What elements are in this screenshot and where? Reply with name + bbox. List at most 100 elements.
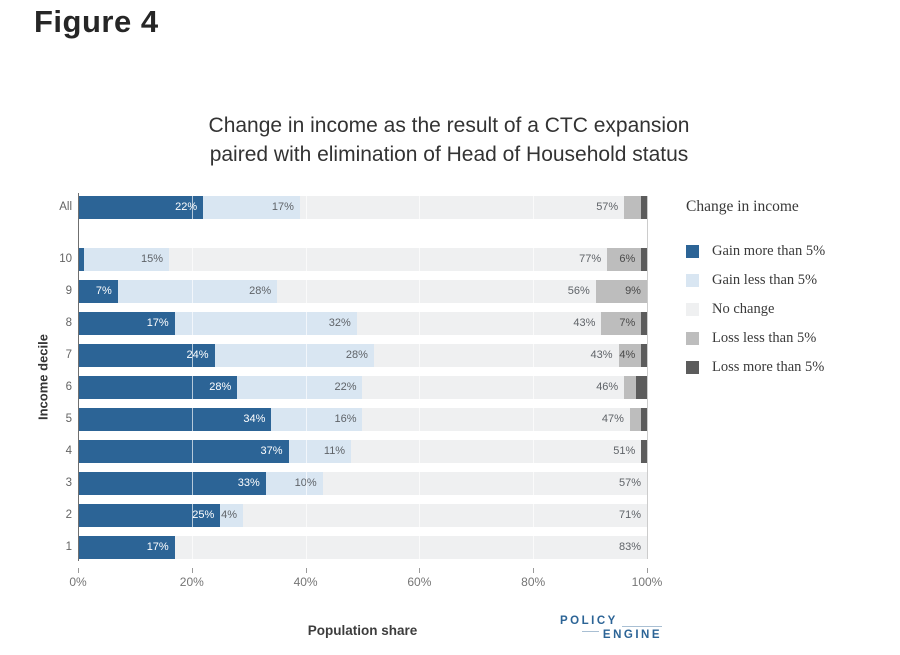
bar-segment: 28% — [78, 375, 238, 399]
gridline — [191, 195, 193, 559]
bar-row-10: 10 15% 77% 6% — [59, 247, 647, 271]
bar-segment: 43% — [356, 311, 602, 335]
bar-row-all: All 22% 17% 57% — [59, 195, 647, 219]
logo-text-policy: POLICY — [560, 614, 618, 627]
x-tick-mark — [647, 567, 648, 573]
bar-value-label: 4% — [221, 509, 237, 522]
bar-segment — [641, 195, 647, 219]
bar-segment: 51% — [351, 439, 642, 463]
bar-segment: 28% — [117, 279, 278, 303]
gridline — [305, 195, 307, 559]
bar-segment: 22% — [237, 375, 363, 399]
legend-entry: No change — [686, 295, 825, 324]
x-tick-mark — [78, 567, 79, 573]
bar-value-label: 7% — [95, 285, 112, 298]
y-tick-label: All — [59, 201, 72, 214]
bar-segment: 7% — [78, 279, 118, 303]
x-tick-label: 40% — [293, 574, 318, 589]
bar-segment: 33% — [78, 471, 266, 495]
bar-segment: 10% — [265, 471, 323, 495]
bar-segment: 15% — [83, 247, 170, 271]
x-tick-mark — [191, 567, 193, 573]
policyengine-logo: POLICY ENGINE — [560, 615, 662, 643]
bar-segment: 7% — [601, 311, 642, 335]
bar-value-label: 51% — [613, 445, 636, 458]
y-tick-label: 1 — [65, 541, 72, 554]
bar-segment: 11% — [288, 439, 352, 463]
bar-row-5: 5 34% 16% 47% — [66, 407, 647, 431]
bar-value-label: 16% — [334, 413, 357, 426]
bar-row-8: 8 17% 32% 43% 7% — [66, 311, 647, 335]
bar-value-label: 7% — [619, 317, 636, 330]
x-tick-label: 60% — [407, 574, 432, 589]
legend-entry: Loss more than 5% — [686, 353, 825, 382]
bar-value-label: 22% — [175, 201, 198, 214]
bar-segment: 43% — [373, 343, 619, 367]
bar-row-4: 4 37% 11% 51% — [66, 439, 647, 463]
legend-swatch — [686, 244, 699, 258]
y-tick-label: 3 — [65, 477, 72, 490]
legend-entries: Gain more than 5% Gain less than 5% No cha… — [686, 237, 825, 382]
y-tick-label: 6 — [65, 381, 72, 394]
x-tick-mark — [305, 567, 307, 573]
chart-footer: Population share POLICY ENGINE — [35, 613, 863, 655]
legend-entry: Gain less than 5% — [686, 266, 825, 295]
bar-segment: 32% — [174, 311, 357, 335]
gridline — [419, 195, 421, 559]
x-axis-title: Population share — [307, 622, 418, 638]
chart-title: Change in income as the result of a CTC … — [35, 112, 863, 170]
bar-segment — [635, 375, 647, 399]
bar-segment — [78, 247, 84, 271]
legend-swatch — [686, 360, 699, 374]
plot-column: Income decile All 22% 17% 57% 10 15% 77% 6% 9 7% 2… — [35, 192, 662, 591]
y-tick-label: 8 — [65, 317, 72, 330]
bar-segment: 25% — [78, 503, 221, 527]
bar-row-6: 6 28% 22% 46% — [66, 375, 647, 399]
bar-value-label: 71% — [618, 509, 641, 522]
x-axis-ticks — [78, 567, 648, 574]
bar-segment: 57% — [299, 195, 625, 219]
bar-value-label: 43% — [590, 349, 613, 362]
y-axis-line — [78, 192, 79, 561]
bar-segment: 71% — [243, 503, 647, 527]
legend-swatch — [686, 302, 699, 316]
plot-area: All 22% 17% 57% 10 15% 77% 6% 9 7% 28% 56% 9% 8 17% 32%… — [59, 192, 648, 561]
legend-entry-label: Gain more than 5% — [712, 242, 826, 259]
bar-segment — [641, 247, 647, 271]
y-tick-label: 2 — [65, 509, 72, 522]
bar-row-2: 2 25% 4% 71% — [66, 503, 647, 527]
bar-segment — [624, 375, 636, 399]
bar-segment: 17% — [78, 535, 175, 559]
bar-segment: 56% — [277, 279, 596, 303]
bar-segment: 46% — [362, 375, 625, 399]
bar-segment — [641, 407, 647, 431]
bar-value-label: 34% — [243, 413, 266, 426]
bar-value-label: 28% — [249, 285, 272, 298]
legend-entry-label: No change — [712, 300, 775, 317]
bar-row-1: 1 17% 83% — [66, 535, 647, 559]
y-tick-label: 4 — [65, 445, 72, 458]
legend: Change in income Gain more than 5% Gain l… — [647, 196, 825, 591]
bar-value-label: 9% — [625, 285, 641, 298]
bar-row-9: 9 7% 28% 56% 9% — [66, 279, 647, 303]
bar-value-label: 43% — [573, 317, 596, 330]
y-axis-title: Income decile — [35, 333, 51, 420]
bar-value-label: 17% — [271, 201, 294, 214]
bar-value-label: 25% — [192, 509, 215, 522]
plot-right-border — [647, 195, 648, 559]
bar-value-label: 77% — [579, 253, 602, 266]
bar-row-3: 3 33% 10% 57% — [66, 471, 647, 495]
bar-value-label: 47% — [601, 413, 624, 426]
bar-segment — [629, 407, 642, 431]
bar-value-label: 28% — [345, 349, 368, 362]
bar-value-label: 37% — [260, 445, 283, 458]
legend-entry-label: Gain less than 5% — [712, 271, 818, 288]
bar-value-label: 24% — [186, 349, 209, 362]
bar-value-label: 33% — [237, 477, 260, 490]
bar-segment: 83% — [174, 535, 647, 559]
bar-value-label: 56% — [567, 285, 590, 298]
x-tick-mark — [533, 567, 535, 573]
logo-line-top — [621, 625, 662, 627]
bar-segment — [641, 439, 647, 463]
bar-value-label: 57% — [618, 477, 641, 490]
